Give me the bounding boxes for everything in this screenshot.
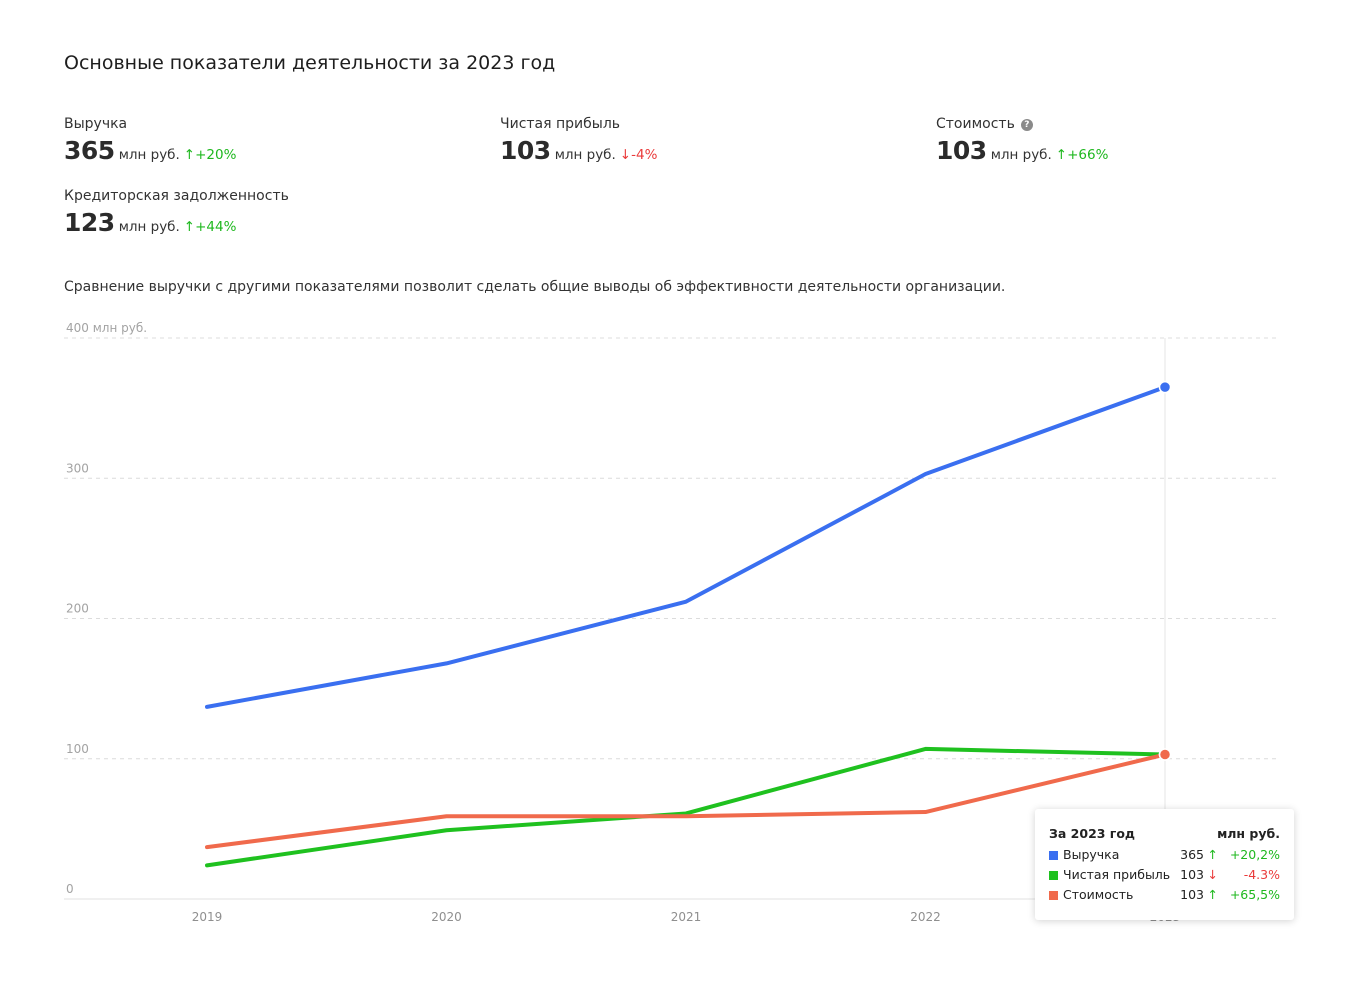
legend-swatch xyxy=(1049,891,1058,900)
metric-change: ↑+44% xyxy=(183,219,237,235)
question-circle-icon[interactable]: ? xyxy=(1020,119,1033,131)
tooltip-series-name: Чистая прибыль xyxy=(1063,867,1171,882)
tooltip-series-change: +20,2% xyxy=(1229,847,1280,862)
metric-unit: млн руб. xyxy=(118,147,180,163)
metric-unit: млн руб. xyxy=(990,147,1052,163)
metric-label: Выручка xyxy=(64,116,128,132)
tooltip-row-revenue: Выручка 365 ↑ +20,2% xyxy=(1049,847,1280,865)
tooltip-series-name: Стоимость xyxy=(1063,887,1134,902)
x-tick-label: 2019 xyxy=(192,910,223,924)
metric-value: 103 xyxy=(936,136,987,165)
arrow-up-icon: ↑ xyxy=(1207,887,1218,902)
metric-value-cost: Стоимость? 103 млн руб. ↑+66% xyxy=(936,116,1108,165)
metric-payables: Кредиторская задолженность 123 млн руб. ↑+… xyxy=(64,188,289,237)
metric-change: ↑+20% xyxy=(183,147,237,163)
legend-swatch xyxy=(1049,871,1058,880)
y-tick-label: 200 xyxy=(66,602,89,616)
data-point xyxy=(1158,748,1172,761)
tooltip-series-change: -4.3% xyxy=(1243,867,1280,882)
metric-label: Чистая прибыль xyxy=(500,116,621,132)
metric-value: 123 xyxy=(64,208,115,237)
y-tick-label: 300 xyxy=(66,461,89,475)
metric-unit: млн руб. xyxy=(554,147,616,163)
data-point xyxy=(1158,380,1172,394)
metric-revenue: Выручка 365 млн руб. ↑+20% xyxy=(64,116,236,165)
metric-change: ↓-4% xyxy=(619,147,658,163)
tooltip-title: За 2023 год xyxy=(1049,826,1136,841)
arrow-up-icon: ↑ xyxy=(183,147,196,163)
chart-tooltip: За 2023 год млн руб. Выручка 365 ↑ +20,2… xyxy=(1035,809,1294,920)
y-tick-label: 400 млн руб. xyxy=(66,321,147,335)
tooltip-row-net-profit: Чистая прибыль 103 ↓ -4.3% xyxy=(1049,867,1280,885)
arrow-up-icon: ↑ xyxy=(1207,847,1218,862)
tooltip-series-name: Выручка xyxy=(1063,847,1120,862)
x-tick-label: 2020 xyxy=(431,910,462,924)
legend-swatch xyxy=(1049,851,1058,860)
tooltip-row-cost: Стоимость 103 ↑ +65,5% xyxy=(1049,887,1280,905)
tooltip-series-change: +65,5% xyxy=(1229,887,1280,902)
metric-label: Стоимость? xyxy=(936,116,1108,132)
series-line xyxy=(205,752,1167,850)
y-tick-label: 100 xyxy=(66,742,89,756)
page-title: Основные показатели деятельности за 2023… xyxy=(64,52,556,74)
series-line xyxy=(205,746,1167,868)
metric-change: ↑+66% xyxy=(1055,147,1109,163)
metric-label: Кредиторская задолженность xyxy=(64,188,289,204)
tooltip-series-value: 103 xyxy=(1180,887,1204,902)
metric-unit: млн руб. xyxy=(118,219,180,235)
chart-description: Сравнение выручки с другими показателями… xyxy=(64,279,1006,295)
metric-net-profit: Чистая прибыль 103 млн руб. ↓-4% xyxy=(500,116,657,165)
arrow-down-icon: ↓ xyxy=(1207,867,1218,882)
tooltip-series-value: 103 xyxy=(1180,867,1204,882)
metric-value: 365 xyxy=(64,136,115,165)
series-line xyxy=(205,385,1167,709)
metric-value: 103 xyxy=(500,136,551,165)
tooltip-series-value: 365 xyxy=(1180,847,1204,862)
x-tick-label: 2022 xyxy=(910,910,941,924)
tooltip-header: За 2023 год млн руб. xyxy=(1049,826,1280,841)
y-tick-label: 0 xyxy=(66,882,74,896)
arrow-up-icon: ↑ xyxy=(183,219,196,235)
x-tick-label: 2021 xyxy=(671,910,702,924)
arrow-down-icon: ↓ xyxy=(619,147,632,163)
tooltip-unit: млн руб. xyxy=(1217,826,1280,841)
arrow-up-icon: ↑ xyxy=(1055,147,1068,163)
